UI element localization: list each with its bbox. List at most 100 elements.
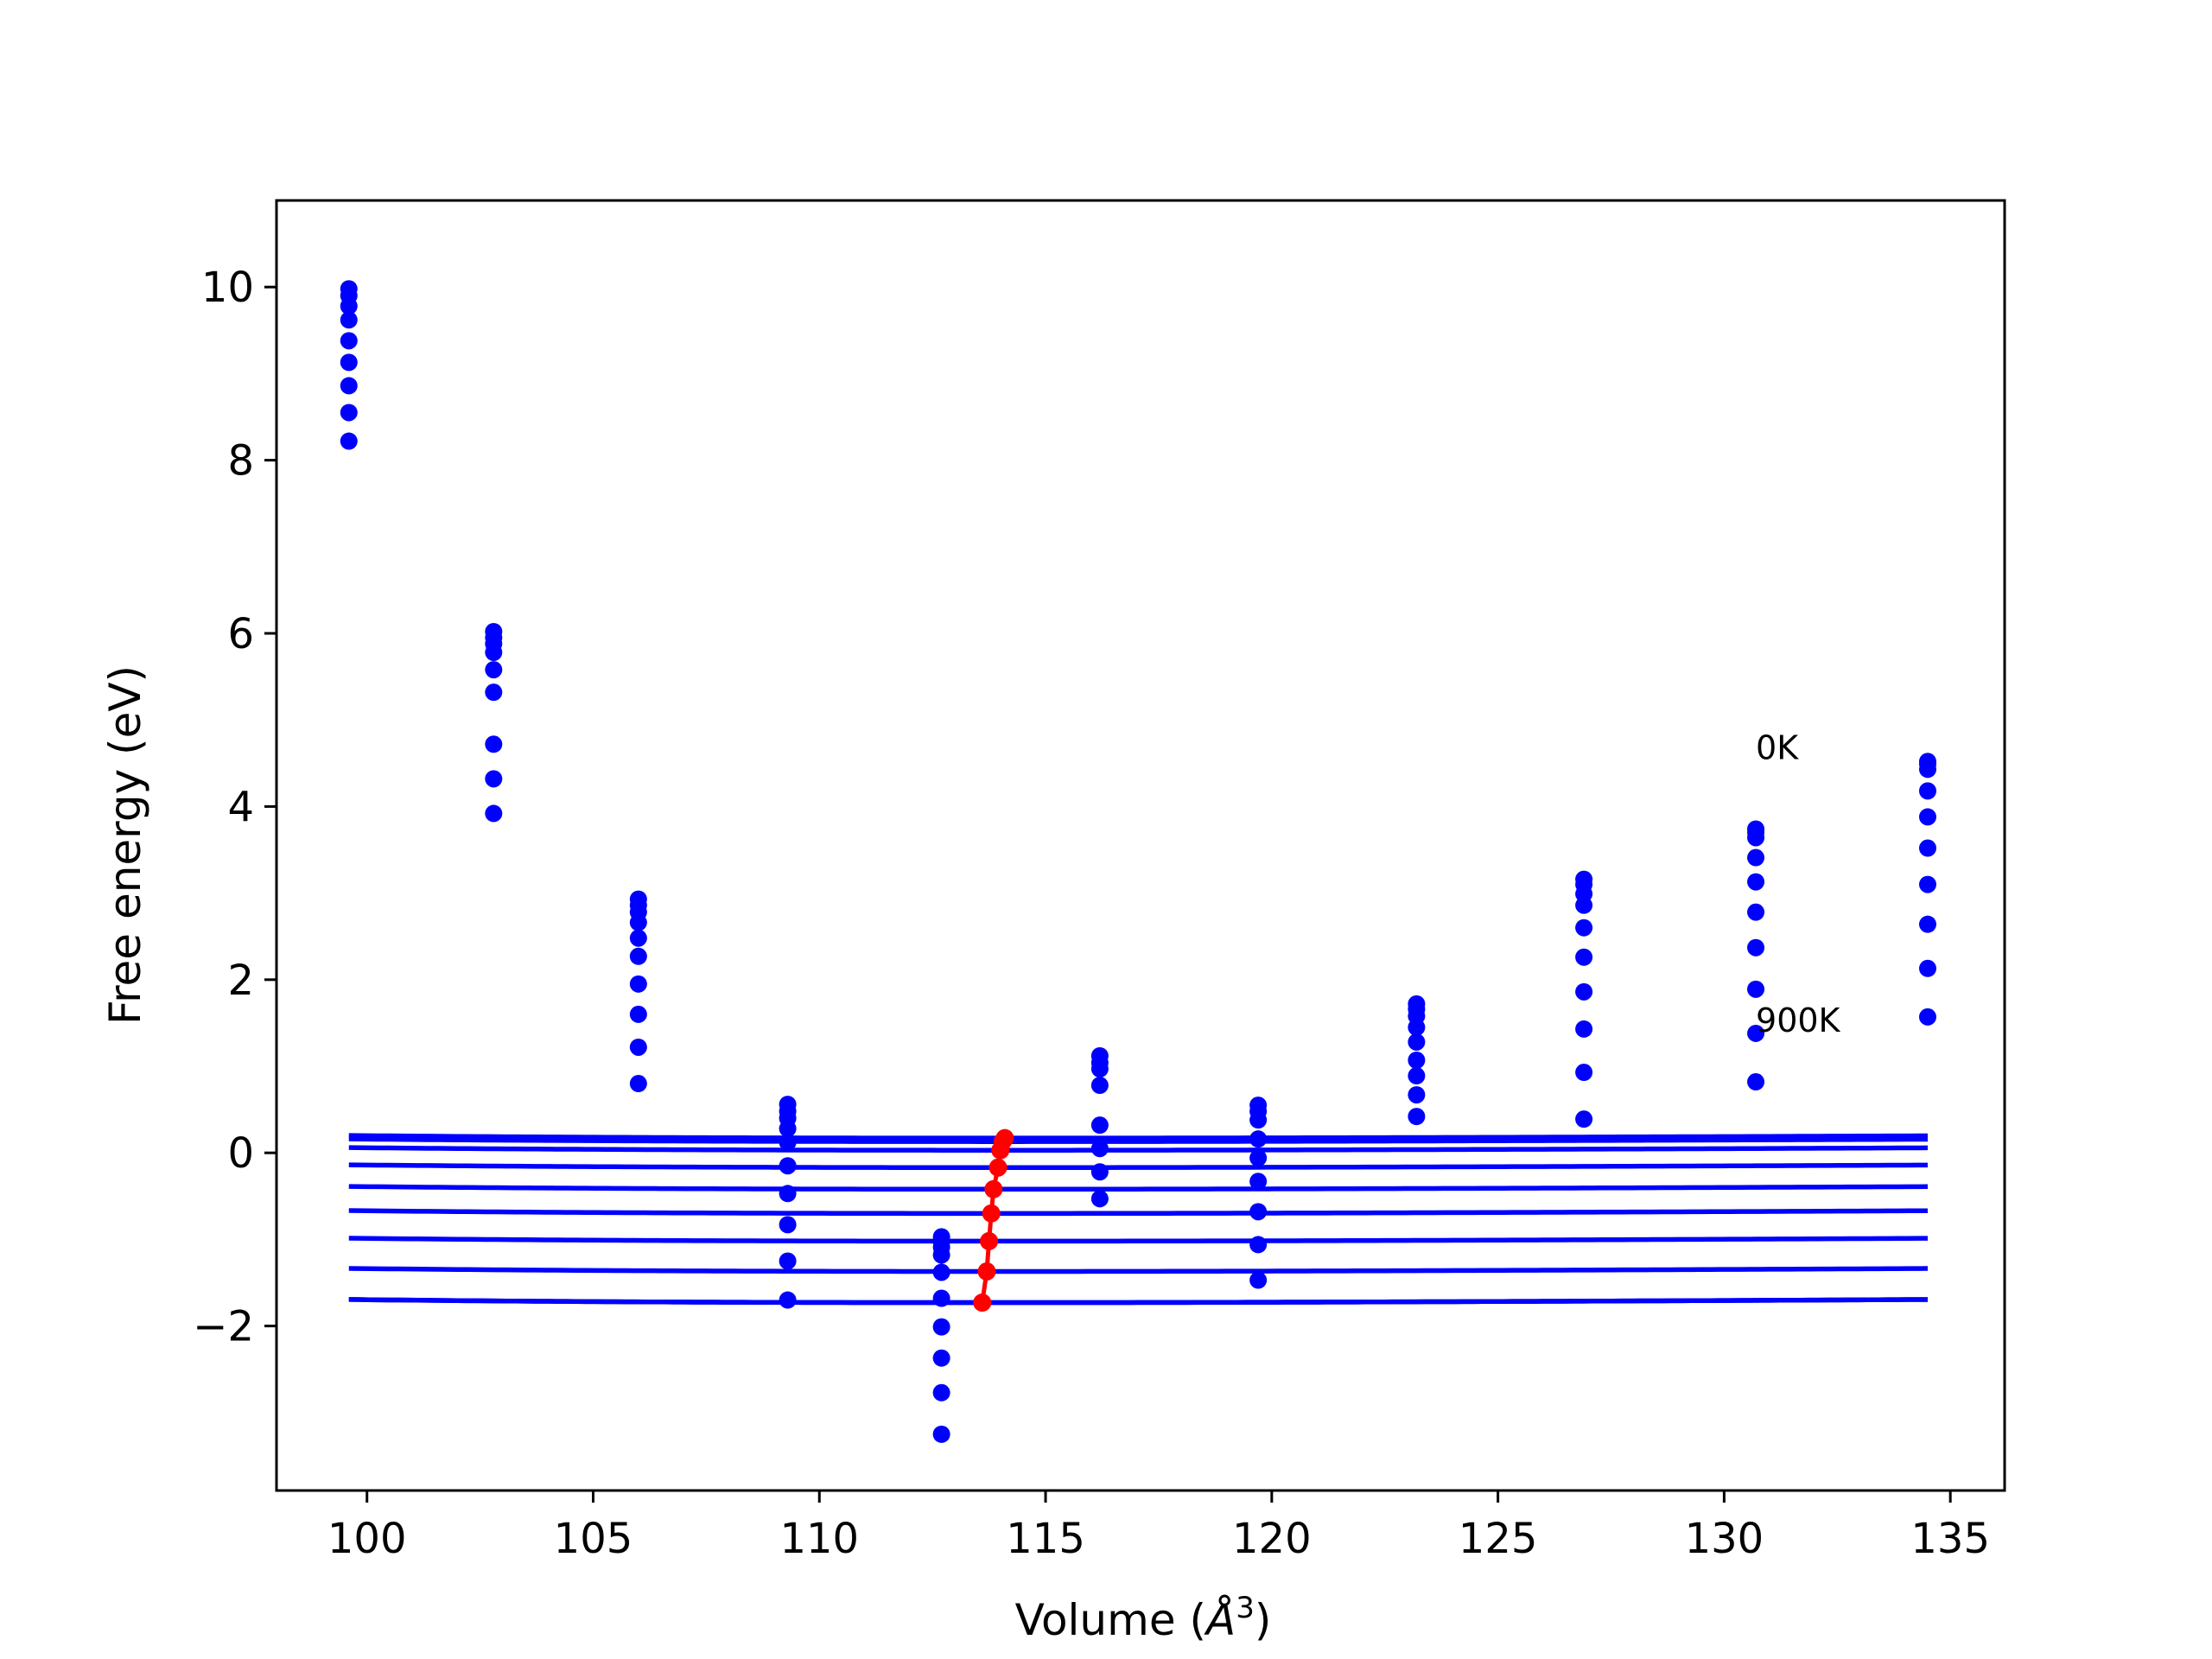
- data-point: [340, 297, 358, 315]
- data-point: [1747, 938, 1765, 957]
- data-point: [1575, 948, 1593, 966]
- data-point: [629, 929, 647, 947]
- data-point: [1575, 896, 1593, 914]
- data-point: [629, 947, 647, 965]
- fit-curve-4: [348, 1184, 1929, 1192]
- data-point: [340, 377, 358, 395]
- data-point: [932, 1349, 950, 1367]
- data-point: [340, 404, 358, 422]
- fit-curves: [348, 1133, 1929, 1306]
- data-point: [1918, 875, 1936, 893]
- y-axis-label: Free energy (eV): [100, 665, 150, 1025]
- annotations: 0K 900K: [1756, 728, 1841, 1039]
- minimum-point: [982, 1204, 1001, 1223]
- data-point: [1408, 1067, 1426, 1085]
- data-point: [1249, 1149, 1268, 1167]
- minimum-point: [980, 1231, 999, 1250]
- fit-curve-6: [348, 1236, 1929, 1244]
- data-point: [1090, 1116, 1109, 1135]
- minimum-point: [991, 1141, 1010, 1160]
- y-tick-label: 2: [227, 957, 254, 1005]
- plot-frame: [275, 199, 2006, 1492]
- x-axis-label: Volume (Å3): [1015, 1591, 1272, 1645]
- data-point: [779, 1291, 797, 1309]
- data-point: [932, 1425, 950, 1443]
- data-point: [1090, 1140, 1109, 1158]
- data-point: [1090, 1190, 1109, 1208]
- data-point: [340, 353, 358, 372]
- x-tick-label: 105: [554, 1515, 633, 1563]
- data-point: [1747, 980, 1765, 998]
- data-points: [340, 280, 1936, 1443]
- data-point: [1090, 1060, 1109, 1078]
- data-point: [1918, 959, 1936, 977]
- data-point: [1918, 1007, 1936, 1026]
- minimum-point: [988, 1158, 1007, 1177]
- data-point: [779, 1216, 797, 1234]
- data-point: [485, 804, 503, 823]
- data-point: [485, 644, 503, 662]
- data-point: [1575, 1020, 1593, 1038]
- y-tick-label: 4: [227, 783, 254, 831]
- data-point: [1918, 839, 1936, 857]
- minimum-point: [984, 1179, 1003, 1198]
- data-point: [1408, 1033, 1426, 1051]
- data-point: [779, 1185, 797, 1203]
- data-point: [1575, 1110, 1593, 1128]
- data-point: [932, 1289, 950, 1307]
- fit-curve-1: [348, 1136, 1929, 1144]
- y-tick-label: 8: [227, 437, 254, 486]
- data-point: [1747, 1073, 1765, 1091]
- data-point: [485, 661, 503, 679]
- data-point: [1575, 1064, 1593, 1082]
- fit-curve-7: [348, 1266, 1929, 1274]
- data-point: [779, 1134, 797, 1152]
- x-tick-label: 120: [1232, 1515, 1312, 1563]
- y-tick-label: 10: [201, 264, 254, 312]
- data-point: [932, 1263, 950, 1281]
- data-point: [1249, 1111, 1268, 1129]
- data-point: [1918, 808, 1936, 826]
- data-point: [1575, 918, 1593, 937]
- data-point: [1747, 873, 1765, 891]
- data-point: [932, 1383, 950, 1402]
- data-point: [629, 1005, 647, 1023]
- data-point: [485, 735, 503, 753]
- data-point: [932, 1246, 950, 1264]
- data-point: [1408, 1052, 1426, 1069]
- y-tick-label: 0: [227, 1129, 254, 1178]
- data-point: [779, 1252, 797, 1270]
- curve-annotation: 900K: [1756, 1001, 1841, 1039]
- x-tick-label: 110: [779, 1515, 859, 1563]
- x-tick-label: 135: [1910, 1515, 1990, 1563]
- fit-curve-0: [348, 1133, 1928, 1141]
- minimum-point: [977, 1262, 996, 1281]
- data-point: [779, 1157, 797, 1175]
- data-point: [1747, 849, 1765, 867]
- x-tick-label: 130: [1685, 1515, 1764, 1563]
- x-tick-label: 100: [327, 1515, 407, 1563]
- y-tick-label: −2: [193, 1303, 254, 1351]
- x-tick-label: 115: [1006, 1515, 1085, 1563]
- data-point: [1575, 982, 1593, 1001]
- data-point: [340, 432, 358, 450]
- fit-curve-5: [348, 1208, 1929, 1217]
- data-point: [1918, 915, 1936, 933]
- fit-curve-3: [348, 1162, 1929, 1170]
- minimum-points: [973, 1128, 1014, 1313]
- data-point: [1747, 829, 1765, 847]
- data-point: [340, 332, 358, 350]
- curve-annotation: 0K: [1756, 728, 1799, 766]
- data-point: [1747, 1024, 1765, 1042]
- data-point: [1249, 1236, 1268, 1254]
- data-point: [1408, 1086, 1426, 1104]
- data-point: [1090, 1077, 1109, 1095]
- data-point: [629, 913, 647, 931]
- data-point: [1408, 1018, 1426, 1036]
- data-point: [629, 975, 647, 993]
- data-point: [932, 1318, 950, 1336]
- x-tick-label: 125: [1459, 1515, 1538, 1563]
- y-axis-ticks: −2 0 2 4 6 8 10: [193, 264, 276, 1351]
